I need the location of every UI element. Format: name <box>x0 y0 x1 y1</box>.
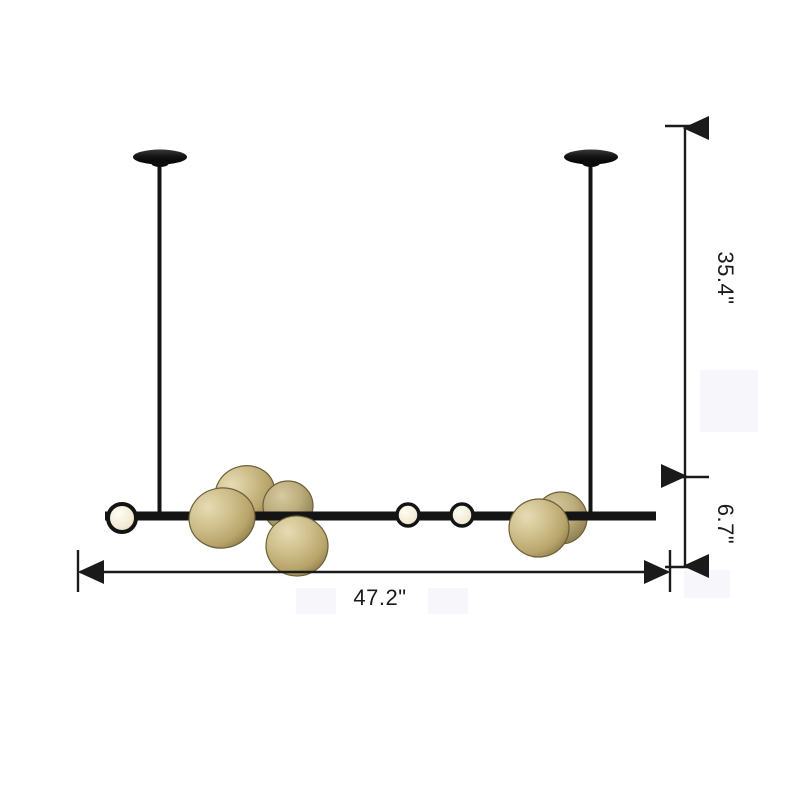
artifact-block-2 <box>296 588 336 614</box>
ceiling-canopies <box>133 149 618 167</box>
fixture-height-dimension-label: 6.7" <box>713 503 738 545</box>
drop-dimension-label: 35.4" <box>713 251 738 305</box>
right-canopy-neck <box>582 159 600 167</box>
artifact-block-1 <box>700 370 758 432</box>
artifact-block-3 <box>428 588 468 614</box>
left-canopy <box>133 149 187 165</box>
suspension-rods <box>157 158 593 518</box>
globe-left-end <box>106 502 138 534</box>
right-rod <box>588 158 593 518</box>
horizontal-bar-overlay <box>105 511 656 521</box>
width-dimension-label: 47.2" <box>353 585 407 610</box>
right-rod-overlay <box>588 440 593 518</box>
globe-center-a <box>395 502 421 528</box>
left-canopy-neck <box>151 159 169 167</box>
shade-cluster-right-front <box>508 498 570 558</box>
shade-right-front <box>508 498 570 558</box>
globe-center-b <box>449 502 475 528</box>
shade-mid-left <box>188 487 256 549</box>
globe-lights <box>106 502 475 534</box>
left-rod <box>157 158 162 518</box>
right-canopy <box>564 149 618 165</box>
